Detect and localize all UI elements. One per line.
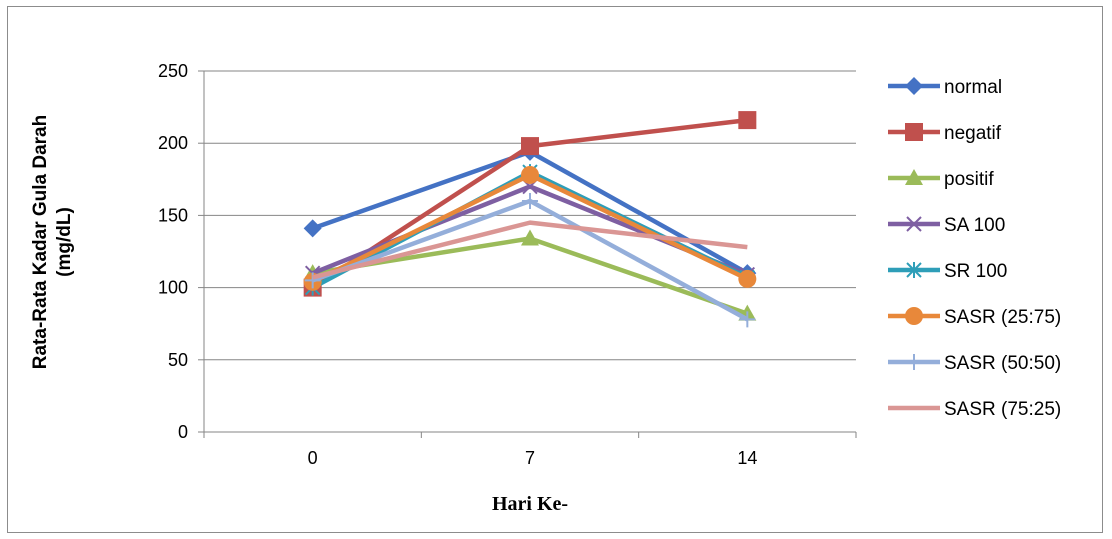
legend-marker xyxy=(906,216,922,232)
x-axis-label: Hari Ke- xyxy=(492,493,568,515)
series-sasr-50-50 xyxy=(304,192,756,328)
legend-item: positif xyxy=(888,169,994,190)
y-axis-ticks: 0 50 100 150 200 250 xyxy=(158,61,204,442)
y-tick-label: 0 xyxy=(178,422,188,442)
legend-marker xyxy=(906,354,922,370)
series-positif xyxy=(303,229,757,321)
series-line xyxy=(312,220,748,280)
data-point xyxy=(739,311,756,328)
y-tick-label: 200 xyxy=(158,133,188,153)
data-point xyxy=(738,111,757,130)
series-line xyxy=(311,172,749,284)
legend-label: SASR (25:75) xyxy=(944,307,1061,328)
legend-item: negatif xyxy=(888,123,1002,144)
y-tick-label: 50 xyxy=(168,350,188,370)
grid xyxy=(203,70,856,433)
legend-label: SR 100 xyxy=(944,261,1007,282)
legend-item: SR 100 xyxy=(888,261,1007,282)
data-point xyxy=(522,192,538,209)
legend-item: SASR (25:75) xyxy=(888,307,1061,328)
legend-marker xyxy=(905,169,923,185)
legend-item: SASR (75:25) xyxy=(888,399,1061,420)
legend-label: SASR (50:50) xyxy=(944,353,1061,374)
x-axis-ticks: 0 7 14 xyxy=(203,432,857,468)
series-lines xyxy=(303,111,757,328)
legend-label: SASR (75:25) xyxy=(944,399,1061,420)
data-point xyxy=(521,229,539,246)
legend-item: normal xyxy=(888,77,1002,98)
y-tick-label: 150 xyxy=(158,205,188,225)
legend-label: normal xyxy=(944,77,1002,98)
x-tick-label: 0 xyxy=(308,448,318,468)
legend-marker xyxy=(906,262,922,278)
legend-marker xyxy=(905,77,923,95)
data-point xyxy=(521,165,539,184)
data-point xyxy=(303,219,322,238)
legend: normal negatif positif SA 100 SR 100 SASR (25… xyxy=(888,77,1061,420)
x-tick-label: 7 xyxy=(525,448,535,468)
y-tick-label: 250 xyxy=(158,61,188,81)
legend-label: SA 100 xyxy=(944,215,1005,236)
legend-item: SASR (50:50) xyxy=(888,353,1061,374)
data-point xyxy=(304,272,321,289)
y-axis-label-line1: Rata-Rata Kadar Gula Darah xyxy=(30,115,51,369)
y-axis-label-line2: (mg/dL) xyxy=(54,207,75,277)
data-point xyxy=(738,269,757,288)
y-tick-label: 100 xyxy=(158,278,188,298)
legend-marker xyxy=(905,307,923,325)
legend-marker xyxy=(905,123,923,141)
legend-label: negatif xyxy=(944,123,1002,144)
series-sasr-75-25 xyxy=(312,220,748,280)
legend-item: SA 100 xyxy=(888,215,1005,236)
legend-label: positif xyxy=(944,169,994,190)
data-point xyxy=(521,137,539,156)
x-tick-label: 14 xyxy=(737,448,757,468)
